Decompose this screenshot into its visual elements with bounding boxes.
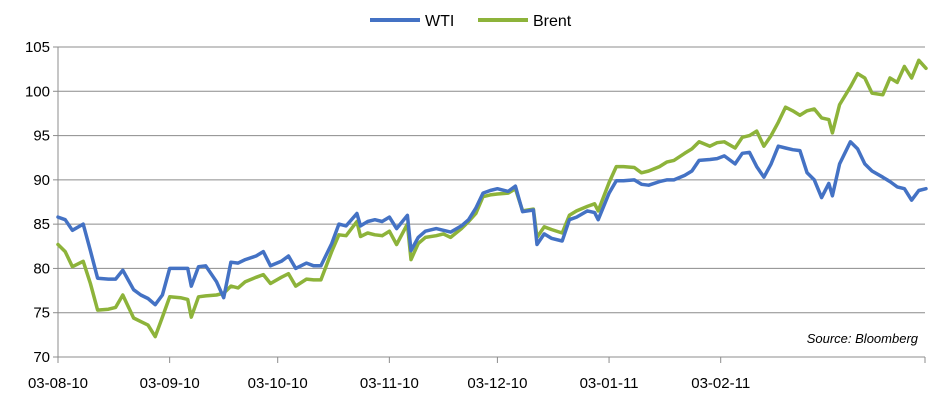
series-line-brent [56, 58, 928, 339]
x-axis: 03-08-10 03-09-10 03-10-10 03-11-10 03-12-10… [28, 356, 926, 392]
y-tick-label: 100 [25, 83, 50, 100]
x-tick-label: 03-10-10 [248, 375, 308, 392]
y-axis: 70 75 80 85 90 95 100 105 [25, 39, 59, 366]
grid-lines [58, 46, 925, 314]
legend: WTI Brent [370, 13, 572, 30]
y-tick-label: 90 [33, 172, 50, 189]
y-tick-label: 80 [33, 260, 50, 277]
series-line-wti [56, 140, 928, 307]
x-tick-label: 03-11-10 [360, 375, 419, 392]
x-tick-label: 03-08-10 [28, 375, 88, 392]
y-tick-label: 70 [33, 349, 50, 366]
x-tick-label: 03-12-10 [467, 375, 527, 392]
x-tick-label: 03-02-11 [691, 375, 750, 392]
x-tick-label: 03-01-11 [580, 375, 639, 392]
source-annotation: Source: Bloomberg [807, 331, 919, 346]
y-tick-label: 95 [33, 128, 50, 145]
legend-label-brent: Brent [533, 13, 572, 30]
legend-label-wti: WTI [425, 13, 454, 30]
series-lines [56, 58, 928, 339]
y-tick-label: 75 [33, 305, 50, 322]
y-tick-label: 105 [25, 39, 50, 56]
y-tick-label: 85 [33, 216, 50, 233]
x-tick-label: 03-09-10 [140, 375, 200, 392]
